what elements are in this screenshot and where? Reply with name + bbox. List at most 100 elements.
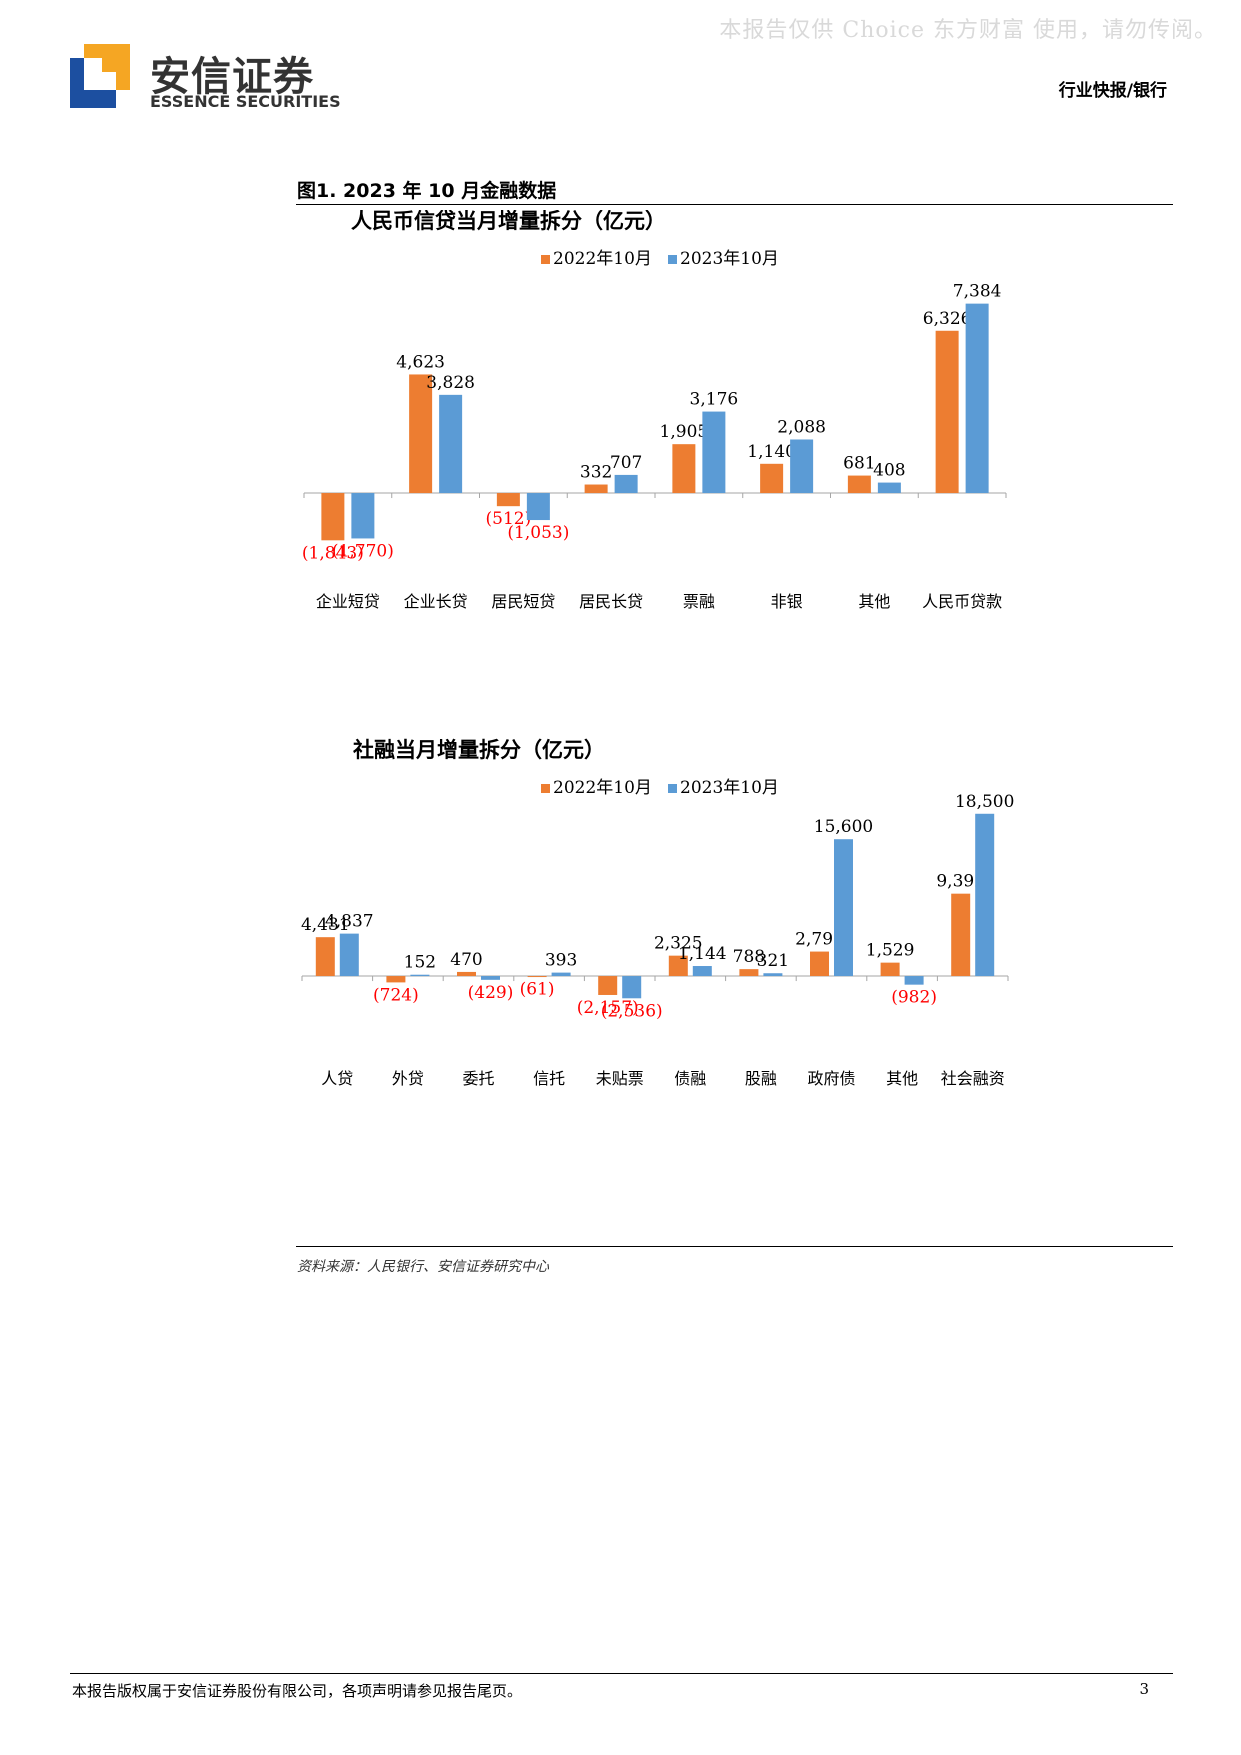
data-label: 4,623 (396, 352, 445, 372)
bar (457, 971, 476, 977)
bar (409, 374, 433, 494)
data-label: 1,144 (678, 944, 727, 964)
bar (526, 493, 550, 521)
credit-breakdown-chart: 人民币信贷当月增量拆分（亿元） 2022年10月 2023年10月 (1,843)(1… (302, 210, 1007, 611)
category-label: 人民币贷款 (922, 592, 1002, 611)
category-label: 非银 (771, 592, 803, 611)
category-label: 委托 (462, 1069, 494, 1088)
data-label: 470 (450, 950, 482, 970)
category-label: 债融 (674, 1069, 706, 1088)
data-label: (2,157) (577, 998, 639, 1018)
bar (877, 482, 901, 494)
data-label: 1,905 (660, 422, 709, 442)
logo-mark-icon (70, 44, 130, 108)
data-label: 4,431 (301, 915, 350, 935)
data-label: (61) (520, 980, 555, 1000)
data-label: 1,140 (747, 442, 796, 462)
category-label: 未贴票 (596, 1069, 644, 1088)
bar (439, 394, 463, 494)
bar (739, 969, 759, 977)
data-label: 408 (873, 461, 905, 481)
bar (810, 951, 829, 977)
legend-label: 2022年10月 (553, 249, 652, 269)
category-label: 社会融资 (941, 1069, 1005, 1088)
bar (880, 962, 900, 977)
legend-swatch (668, 784, 677, 793)
bar (584, 484, 608, 494)
bar (790, 439, 814, 494)
category-label: 股融 (745, 1069, 777, 1088)
category-label: 居民短贷 (491, 592, 555, 611)
legend-label: 2023年10月 (680, 778, 779, 798)
data-label: 9,392 (936, 872, 985, 892)
category-label: 票融 (683, 592, 715, 611)
data-label: 2,088 (777, 417, 826, 437)
category-label: 其他 (858, 592, 890, 611)
data-label: 393 (545, 951, 577, 971)
figure-bottom-rule (296, 1246, 1173, 1247)
legend-label: 2022年10月 (553, 778, 652, 798)
data-label: (512) (486, 509, 532, 529)
data-label: 18,500 (955, 792, 1014, 812)
bar (351, 493, 375, 539)
bar (339, 933, 359, 977)
bar (481, 976, 500, 980)
bar (965, 303, 989, 494)
data-label: (429) (468, 983, 514, 1003)
bar (614, 474, 638, 494)
bar (410, 974, 430, 977)
data-label: 788 (733, 947, 765, 967)
data-label: 4,837 (325, 912, 374, 932)
data-label: 707 (610, 453, 642, 473)
legend-swatch (541, 255, 550, 264)
legend-swatch (541, 784, 550, 793)
bar (321, 493, 345, 541)
data-label: 7,384 (953, 282, 1002, 302)
bar (668, 955, 688, 977)
category-label: 信托 (533, 1069, 565, 1088)
category-label: 居民长贷 (579, 592, 643, 611)
bar (598, 976, 618, 995)
data-label: 15,600 (814, 817, 873, 837)
bar (975, 813, 995, 977)
category-label: 政府债 (807, 1069, 855, 1088)
data-label: (1,770) (332, 541, 394, 561)
bar (763, 973, 783, 977)
category-label: 企业长贷 (404, 592, 468, 611)
data-label: 321 (757, 951, 789, 971)
bar (847, 475, 871, 494)
footer-rule (70, 1673, 1173, 1674)
watermark: 本报告仅供 Choice 东方财富 使用，请勿传阅。 (719, 18, 1217, 43)
bar (904, 976, 924, 985)
bar (527, 976, 547, 978)
bar (315, 937, 335, 977)
category-label: 企业短贷 (316, 592, 380, 611)
data-label: 681 (843, 454, 875, 474)
bar (702, 411, 726, 494)
data-label: 2,791 (795, 930, 844, 950)
category-label: 其他 (886, 1069, 918, 1088)
data-label: (1,843) (302, 543, 364, 563)
bar (834, 839, 853, 977)
bar (951, 893, 971, 977)
company-logo: 安信证券 ESSENCE SECURITIES (70, 44, 370, 114)
document-type: 行业快报/银行 (1058, 81, 1167, 101)
figure-top-rule (296, 204, 1173, 205)
data-label: 332 (580, 463, 612, 483)
figure-title: 图1. 2023 年 10 月金融数据 (297, 180, 557, 202)
legend-label: 2023年10月 (680, 249, 779, 269)
bar (935, 330, 959, 494)
bar (622, 976, 642, 999)
data-label: 3,176 (690, 390, 739, 410)
chart-title: 人民币信贷当月增量拆分（亿元） (351, 210, 666, 233)
bar (672, 444, 696, 494)
bar (760, 463, 784, 494)
bar (551, 972, 571, 977)
data-label: (982) (891, 988, 937, 1008)
bar (692, 966, 712, 977)
legend-swatch (668, 255, 677, 264)
data-label: 1,529 (866, 941, 915, 961)
page-number: 3 (1139, 1680, 1149, 1698)
data-label: 6,326 (923, 309, 972, 329)
